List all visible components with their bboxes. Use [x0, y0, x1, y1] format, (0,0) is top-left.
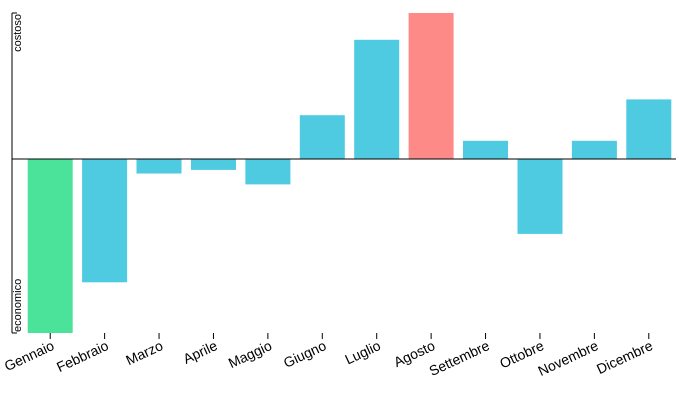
bar-ottobre — [517, 159, 563, 234]
x-tick-label: Maggio — [226, 337, 275, 371]
bar-giugno — [299, 115, 345, 159]
bar-dicembre — [626, 99, 672, 159]
x-tick-label: Novembre — [535, 337, 600, 379]
bar-aprile — [191, 159, 236, 170]
bars-group — [27, 13, 672, 333]
y-axis-bottom-label: economico — [12, 279, 24, 332]
bar-febbraio — [82, 159, 128, 283]
x-tick-label: Febbraio — [54, 337, 111, 375]
y-axis-top-label: costoso — [12, 14, 24, 52]
bar-gennaio — [27, 159, 73, 333]
bar-settembre — [463, 140, 508, 160]
bar-agosto — [408, 13, 454, 159]
x-tick-label: Luglio — [342, 337, 383, 367]
x-tick-label: Settembre — [427, 337, 492, 379]
x-tick-label: Aprile — [181, 337, 220, 367]
bar-luglio — [354, 39, 400, 159]
x-tick-label: Marzo — [123, 337, 165, 368]
x-tick-label: Giugno — [281, 337, 329, 371]
y-axis: costoso economico — [11, 12, 24, 334]
bar-novembre — [571, 140, 617, 160]
x-tick-label: Dicembre — [594, 337, 655, 377]
bar-marzo — [136, 159, 182, 174]
x-tick-label: Gennaio — [2, 337, 57, 374]
bar-maggio — [245, 159, 291, 185]
